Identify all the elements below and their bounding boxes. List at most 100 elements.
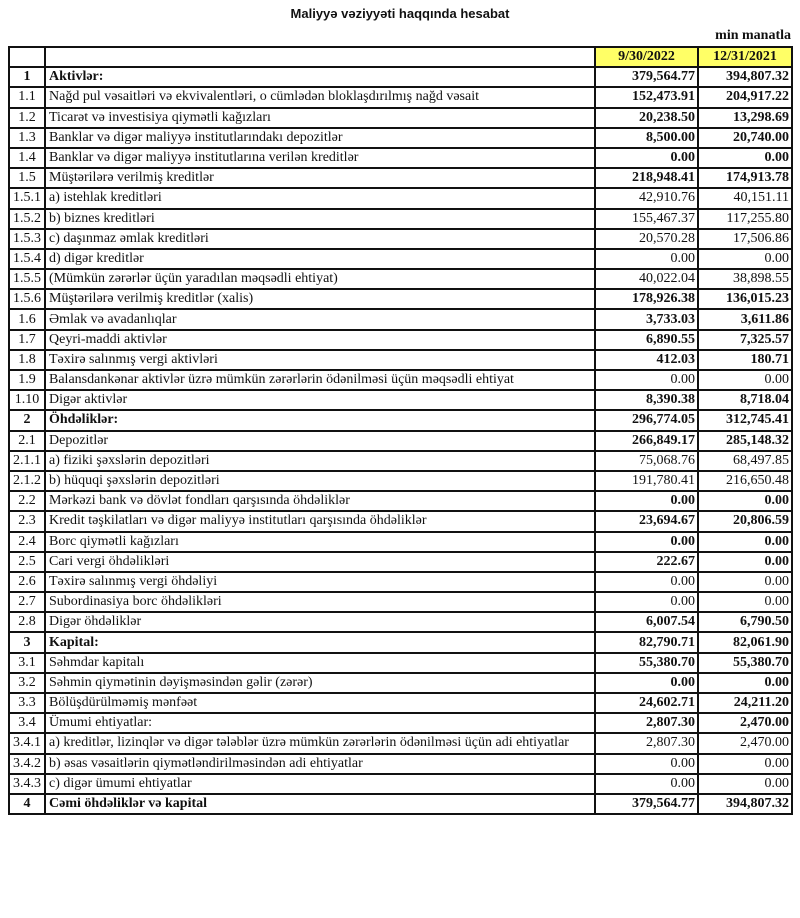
value-2022: 0.00	[594, 490, 699, 513]
value-2021: 174,913.78	[697, 167, 793, 190]
row-number: 2.1	[8, 429, 46, 452]
value-2022: 191,780.41	[594, 469, 699, 493]
row-label: a) kreditlər, lizinqlər və digər tələblə…	[44, 732, 596, 755]
row-number: 3.3	[8, 691, 46, 715]
table-row: 2.3 Kredit təşkilatları və digər maliyyə …	[8, 510, 793, 533]
row-number: 1.5	[8, 167, 46, 190]
value-2022: 0.00	[594, 671, 699, 695]
row-number: 3	[8, 631, 46, 654]
value-2022: 2,807.30	[594, 712, 699, 735]
value-2021: 68,497.85	[697, 449, 793, 472]
value-2021: 7,325.57	[697, 328, 793, 351]
table-row: 2.6 Təxirə salınmış vergi öhdəliyi 0.00 0.0…	[8, 570, 793, 594]
section-row: 1 Aktivlər: 379,564.77 394,807.32	[8, 66, 793, 89]
value-2021: 17,506.86	[697, 227, 793, 250]
value-2022: 296,774.05	[594, 409, 699, 432]
value-2022: 178,926.38	[594, 288, 699, 311]
value-2021: 82,061.90	[697, 631, 793, 654]
row-number: 3.4.3	[8, 772, 46, 795]
row-label: b) hüquqi şəxslərin depozitləri	[44, 469, 596, 493]
value-2021: 117,255.80	[697, 207, 793, 230]
table-row: 1.5 Müştərilərə verilmiş kreditlər 218,948…	[8, 167, 793, 190]
section-row: 2 Öhdəliklər: 296,774.05 312,745.41	[8, 409, 793, 432]
value-2021: 38,898.55	[697, 268, 793, 291]
row-number: 1.5.4	[8, 247, 46, 271]
table-row: 1.5.3 c) daşınmaz əmlak kreditləri 20,570.…	[8, 227, 793, 250]
value-2021: 0.00	[697, 368, 793, 392]
row-number: 2.7	[8, 591, 46, 614]
value-2022: 0.00	[594, 530, 699, 553]
table-row: 3.3 Bölüşdürülməmiş mənfəət 24,602.71 24,21…	[8, 691, 793, 715]
report-title: Maliyyə vəziyyəti haqqında hesabat	[290, 6, 510, 21]
table-row: 1.8 Təxirə salınmış vergi aktivləri 412.03…	[8, 348, 793, 372]
table-row: 3.4.3 c) digər ümumi ehtiyatlar 0.00 0.00	[8, 772, 793, 795]
value-2021: 0.00	[697, 591, 793, 614]
row-number: 1.3	[8, 126, 46, 149]
value-2021: 20,806.59	[697, 510, 793, 533]
table-row: 2.2 Mərkəzi bank və dövlət fondları qarşı…	[8, 490, 793, 513]
value-2022: 218,948.41	[594, 167, 699, 190]
table-row: 1.5.2 b) biznes kreditləri 155,467.37 117,2…	[8, 207, 793, 230]
section-row: 3 Kapital: 82,790.71 82,061.90	[8, 631, 793, 654]
table-row: 2.1.2 b) hüquqi şəxslərin depozitləri 191,…	[8, 469, 793, 493]
table-row: 3.4.2 b) əsas vəsaitlərin qiymətləndirilm…	[8, 752, 793, 775]
row-number: 3.4	[8, 712, 46, 735]
value-2021: 394,807.32	[697, 792, 793, 816]
value-2022: 55,380.70	[594, 651, 699, 674]
row-number: 3.2	[8, 671, 46, 695]
row-label: Müştərilərə verilmiş kreditlər	[44, 167, 596, 190]
row-label: Cari vergi öhdəlikləri	[44, 550, 596, 573]
value-2021: 8,718.04	[697, 389, 793, 412]
section-row: 4 Cəmi öhdəliklər və kapital 379,564.77 394…	[8, 792, 793, 816]
row-label: Balansdankənar aktivlər üzrə mümkün zərə…	[44, 368, 596, 392]
value-2021: 312,745.41	[697, 409, 793, 432]
value-2021: 204,917.22	[697, 86, 793, 109]
value-2022: 152,473.91	[594, 86, 699, 109]
row-number: 3.1	[8, 651, 46, 674]
row-number: 2.8	[8, 611, 46, 634]
table-row: 1.5.5 (Mümkün zərərlər üçün yaradılan məq…	[8, 268, 793, 291]
row-label: Kapital:	[44, 631, 596, 654]
value-2022: 6,007.54	[594, 611, 699, 634]
row-label: a) istehlak kreditləri	[44, 187, 596, 210]
value-2021: 24,211.20	[697, 691, 793, 715]
row-label: c) daşınmaz əmlak kreditləri	[44, 227, 596, 250]
table-row: 3.4 Ümumi ehtiyatlar: 2,807.30 2,470.00	[8, 712, 793, 735]
row-label: Kredit təşkilatları və digər maliyyə ins…	[44, 510, 596, 533]
table-row: 1.7 Qeyri-maddi aktivlər 6,890.55 7,325.57	[8, 328, 793, 351]
row-label: Banklar və digər maliyyə institutlarında…	[44, 126, 596, 149]
value-2022: 0.00	[594, 146, 699, 170]
row-label: Qeyri-maddi aktivlər	[44, 328, 596, 351]
value-2022: 0.00	[594, 772, 699, 795]
value-2022: 0.00	[594, 591, 699, 614]
row-label: Ümumi ehtiyatlar:	[44, 712, 596, 735]
value-2021: 2,470.00	[697, 732, 793, 755]
table-row: 2.7 Subordinasiya borc öhdəlikləri 0.00 0.0…	[8, 591, 793, 614]
value-2022: 0.00	[594, 570, 699, 594]
value-2022: 40,022.04	[594, 268, 699, 291]
value-2021: 0.00	[697, 247, 793, 271]
value-2021: 55,380.70	[697, 651, 793, 674]
row-number: 1.6	[8, 308, 46, 331]
value-2022: 23,694.67	[594, 510, 699, 533]
value-2021: 0.00	[697, 490, 793, 513]
value-2022: 20,570.28	[594, 227, 699, 250]
header-label-cell	[44, 45, 596, 69]
row-label: a) fiziki şəxslərin depozitləri	[44, 449, 596, 472]
row-label: Depozitlər	[44, 429, 596, 452]
value-2022: 8,500.00	[594, 126, 699, 149]
value-2022: 266,849.17	[594, 429, 699, 452]
value-2022: 2,807.30	[594, 732, 699, 755]
header-num-cell	[8, 45, 46, 69]
column-header-2021: 12/31/2021	[697, 45, 793, 69]
table-row: 1.2 Ticarət və investisiya qiymətli kağız…	[8, 106, 793, 129]
row-label: Səhmin qiymətinin dəyişməsindən gəlir (z…	[44, 671, 596, 695]
row-number: 1.10	[8, 389, 46, 412]
table-row: 1.1 Nağd pul vəsaitləri və ekvivalentləri…	[8, 86, 793, 109]
value-2022: 0.00	[594, 247, 699, 271]
row-label: Bölüşdürülməmiş mənfəət	[44, 691, 596, 715]
row-label: Digər öhdəliklər	[44, 611, 596, 634]
unit-label: min manatla	[715, 28, 791, 43]
row-label: Nağd pul vəsaitləri və ekvivalentləri, o…	[44, 86, 596, 109]
row-number: 2	[8, 409, 46, 432]
